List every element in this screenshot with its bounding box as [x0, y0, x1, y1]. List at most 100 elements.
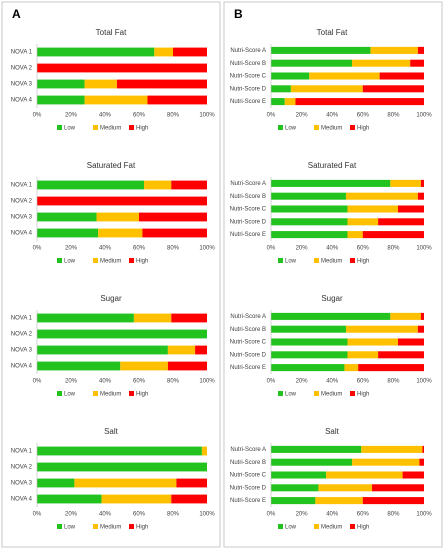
- x-tick-label: 40%: [99, 512, 112, 518]
- bar-segment: [417, 46, 424, 54]
- bar-segment: [271, 484, 319, 492]
- bar-segment: [271, 179, 391, 187]
- y-tick-label: NOVA 4: [11, 98, 33, 104]
- bar-segment: [417, 325, 424, 333]
- x-tick-label: 0%: [267, 246, 276, 252]
- x-tick-label: 80%: [167, 246, 180, 252]
- legend-label: High: [357, 259, 369, 265]
- legend-swatch: [350, 524, 355, 529]
- legend-swatch: [278, 125, 283, 130]
- x-tick-label: 80%: [387, 246, 400, 252]
- bar-segment: [201, 446, 207, 456]
- bar-segment: [37, 446, 202, 456]
- bar-segment: [284, 98, 296, 106]
- bar-segment: [347, 231, 363, 239]
- bar-segment: [271, 46, 371, 54]
- bar-segment: [345, 325, 418, 333]
- bar-segment: [326, 471, 403, 479]
- bar-segment: [370, 46, 418, 54]
- chart-title: Sugar: [100, 294, 122, 303]
- bar-segment: [318, 484, 372, 492]
- bar-segment: [397, 338, 424, 346]
- y-tick-label: NOVA 1: [11, 449, 33, 455]
- bar-segment: [358, 364, 424, 372]
- bar-segment: [37, 361, 121, 371]
- bar-segment: [271, 325, 346, 333]
- x-tick-label: 80%: [387, 113, 400, 119]
- legend-label: Low: [64, 525, 76, 531]
- x-tick-label: 20%: [296, 113, 309, 119]
- bar-segment: [37, 313, 134, 323]
- legend-label: Medium: [100, 259, 121, 265]
- x-tick-label: 80%: [167, 113, 180, 119]
- bar-segment: [397, 205, 424, 213]
- y-tick-label: Nutri-Score B: [230, 327, 266, 333]
- chart-title: Saturated Fat: [308, 161, 357, 170]
- bar-segment: [142, 228, 207, 238]
- bar-segment: [96, 212, 139, 222]
- x-tick-label: 60%: [357, 113, 370, 119]
- x-tick-label: 80%: [387, 379, 400, 385]
- legend-swatch: [129, 258, 134, 263]
- x-tick-label: 100%: [199, 113, 215, 119]
- bar-segment: [352, 59, 411, 67]
- legend-label: Low: [285, 259, 297, 265]
- y-tick-label: Nutri-Score C: [230, 74, 267, 80]
- x-tick-label: 100%: [199, 246, 215, 252]
- bar-segment: [171, 313, 207, 323]
- y-tick-label: NOVA 3: [11, 82, 33, 88]
- x-tick-label: 20%: [296, 379, 309, 385]
- legend-swatch: [129, 524, 134, 529]
- bar-segment: [116, 79, 207, 89]
- bar-segment: [176, 478, 207, 488]
- x-tick-label: 60%: [133, 512, 146, 518]
- bar-segment: [37, 494, 102, 504]
- chart-title: Total Fat: [317, 28, 348, 37]
- y-tick-label: Nutri-Score C: [230, 473, 267, 479]
- legend-swatch: [314, 125, 319, 130]
- bar-segment: [271, 192, 346, 200]
- bar-segment: [37, 95, 85, 105]
- bar-segment: [120, 361, 168, 371]
- y-tick-label: NOVA 1: [11, 183, 33, 189]
- bar-segment: [417, 192, 424, 200]
- legend-label: Low: [64, 126, 76, 132]
- bar-segment: [344, 364, 359, 372]
- x-tick-label: 100%: [416, 113, 432, 119]
- legend-swatch: [129, 391, 134, 396]
- y-tick-label: Nutri-Score D: [230, 485, 267, 491]
- y-tick-label: NOVA 4: [11, 497, 33, 503]
- bar-segment: [271, 72, 310, 80]
- bar-segment: [271, 231, 348, 239]
- bar-segment: [362, 85, 424, 93]
- legend-swatch: [350, 125, 355, 130]
- y-tick-label: NOVA 4: [11, 364, 33, 370]
- x-tick-label: 40%: [326, 246, 339, 252]
- legend-swatch: [93, 391, 98, 396]
- x-tick-label: 40%: [326, 113, 339, 119]
- bar-segment: [147, 95, 207, 105]
- bar-segment: [378, 351, 424, 359]
- panel-label: A: [12, 7, 21, 21]
- panel-frame: [1, 1, 221, 548]
- legend-label: Medium: [321, 259, 342, 265]
- bar-segment: [144, 180, 172, 190]
- bar-segment: [271, 351, 348, 359]
- x-tick-label: 20%: [65, 379, 78, 385]
- x-tick-label: 20%: [65, 113, 78, 119]
- x-tick-label: 80%: [167, 512, 180, 518]
- y-tick-label: Nutri-Score D: [230, 219, 267, 225]
- bar-segment: [362, 231, 424, 239]
- chart-title: Salt: [325, 427, 340, 436]
- bar-segment: [84, 95, 148, 105]
- legend-swatch: [57, 391, 62, 396]
- x-tick-label: 100%: [416, 246, 432, 252]
- legend-swatch: [93, 524, 98, 529]
- y-tick-label: Nutri-Score A: [230, 181, 266, 187]
- panel-label: B: [234, 7, 243, 21]
- legend-label: Low: [285, 392, 297, 398]
- legend-label: Medium: [321, 525, 342, 531]
- legend-label: High: [136, 525, 148, 531]
- bar-segment: [37, 478, 75, 488]
- legend-swatch: [314, 258, 319, 263]
